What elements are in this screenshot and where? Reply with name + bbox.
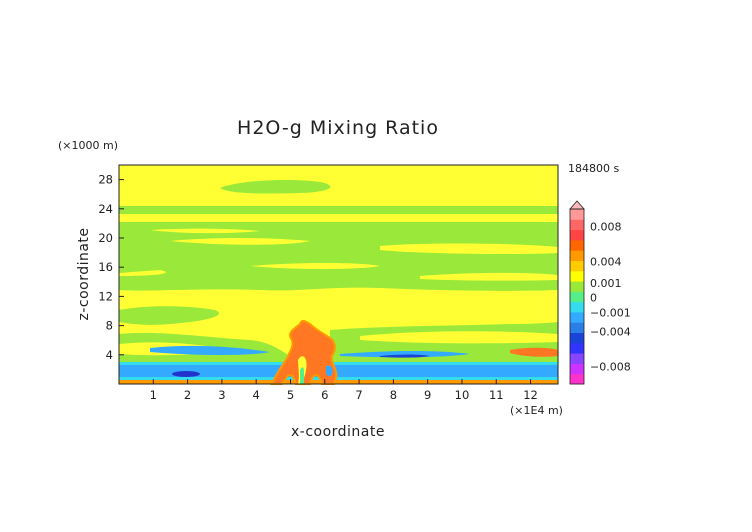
x-axis-ticks: 1 2 3 4 5 6 7 8 9 10 11 12 [150, 379, 538, 402]
x-tick-label: 12 [523, 388, 538, 402]
colorbar-swatch [570, 322, 584, 334]
colorbar-swatch [570, 209, 584, 220]
y-tick-label: 28 [98, 173, 113, 187]
orange-plume [270, 319, 338, 385]
x-tick-label: 6 [321, 388, 328, 402]
colorbar-label: 0 [590, 292, 597, 305]
colorbar-swatch [570, 219, 584, 231]
green-plume-stem [300, 367, 304, 384]
y-tick-label: 4 [106, 348, 113, 362]
x-tick-label: 1 [150, 388, 157, 402]
colorbar-swatch [570, 332, 584, 344]
blue-layer [119, 364, 558, 378]
y-unit-label: (×1000 m) [58, 139, 118, 152]
colorbar-swatch [570, 281, 584, 292]
green-band-24 [119, 206, 558, 214]
colorbar-label: 0.001 [590, 277, 622, 290]
x-tick-label: 11 [489, 388, 504, 402]
surface-orange [119, 380, 558, 384]
colorbar-swatch [570, 239, 584, 251]
chart-title: H2O-g Mixing Ratio [237, 117, 439, 139]
colorbar-swatch [570, 229, 584, 241]
x-tick-label: 7 [355, 388, 362, 402]
colorbar-swatch [570, 311, 584, 323]
colorbar-extend-arrow [569, 200, 585, 210]
colorbar-label: −0.008 [590, 361, 631, 374]
colorbar-frame [569, 208, 585, 385]
colorbar-label: −0.001 [590, 306, 631, 319]
colorbar-swatch [570, 260, 584, 272]
yellow-lens-5 [420, 272, 558, 281]
x-tick-label: 2 [184, 388, 191, 402]
colorbar-label: −0.004 [590, 326, 631, 339]
colorbar-swatch [570, 301, 584, 313]
colorbar-swatch [570, 353, 584, 364]
colorbar-labels: 0.008 0.004 0.001 0−0.001 −0.004 −0.008 [590, 221, 631, 374]
time-label: 184800 s [568, 162, 619, 175]
cyan-edge [119, 362, 558, 365]
yellow-lens-6 [150, 228, 260, 234]
plot-area [118, 164, 559, 385]
x-tick-label: 4 [253, 388, 260, 402]
x-tick-label: 9 [424, 388, 431, 402]
x-unit-label: (×1E4 m) [510, 404, 563, 417]
x-tick-label: 8 [390, 388, 397, 402]
colorbar-swatch [570, 363, 584, 375]
blue-tongue-left [150, 345, 270, 355]
y-tick-label: 12 [98, 289, 113, 303]
y-tick-label: 24 [98, 202, 113, 216]
y-tick-label: 16 [98, 260, 113, 274]
green-mid-wave [119, 306, 219, 325]
yellow-lens-1 [170, 237, 310, 245]
x-tick-label: 5 [287, 388, 294, 402]
yellow-mid-right [360, 331, 558, 344]
colorbar-swatch [570, 342, 584, 354]
yellow-lens-2 [380, 243, 558, 254]
x-tick-label: 3 [218, 388, 225, 402]
x-tick-label: 10 [455, 388, 470, 402]
blue-tongue-right [340, 351, 470, 358]
colorbar-swatch [570, 270, 584, 282]
colorbar-swatch [570, 250, 584, 261]
y-tick-label: 8 [106, 319, 113, 333]
yellow-lens-4 [119, 270, 166, 276]
plot-frame [118, 164, 559, 385]
colorbar-label: 0.004 [590, 256, 622, 269]
colorbar-label: 0.008 [590, 221, 622, 234]
y-tick-label: 20 [98, 231, 113, 245]
blue-patch-right [380, 354, 430, 358]
green-band-top [220, 180, 331, 194]
colorbar-swatch [570, 373, 584, 385]
dark-blue-patch [172, 371, 200, 377]
cyan-edge-bottom [119, 377, 558, 380]
x-axis-label: x-coordinate [291, 424, 385, 440]
orange-right-lens [510, 347, 558, 357]
colorbar [569, 200, 585, 385]
colorbar-swatch [570, 291, 584, 303]
y-axis-ticks: 4 8 12 16 20 24 28 [98, 173, 124, 362]
y-axis-label: z-coordinate [76, 227, 92, 320]
plume-blue-notch [326, 365, 333, 377]
yellow-lens-3 [250, 263, 380, 269]
